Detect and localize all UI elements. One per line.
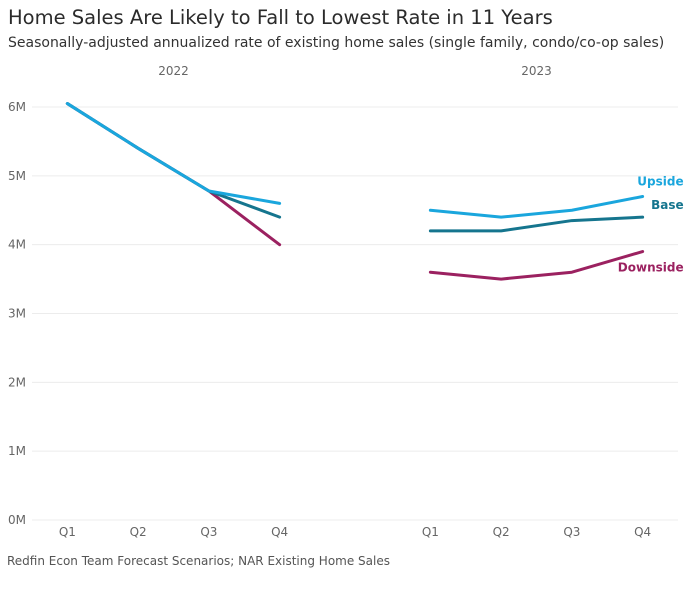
x-tick-label: Q1 [59, 525, 76, 539]
y-tick-label: 5M [8, 169, 26, 183]
source-note: Redfin Econ Team Forecast Scenarios; NAR… [7, 554, 390, 568]
chart-title: Home Sales Are Likely to Fall to Lowest … [8, 6, 553, 29]
series-line-upside [428, 194, 645, 219]
chart-subtitle: Seasonally-adjusted annualized rate of e… [8, 35, 665, 51]
panel-header: 2022 [158, 64, 189, 78]
x-tick-label: Q1 [422, 525, 439, 539]
series-line-base [428, 215, 645, 233]
y-tick-label: 1M [8, 444, 26, 458]
x-tick-label: Q4 [271, 525, 288, 539]
y-tick-label: 2M [8, 375, 26, 389]
series-line-base [65, 102, 282, 219]
series-line-upside [65, 102, 282, 205]
x-tick-label: Q3 [563, 525, 580, 539]
y-tick-label: 3M [8, 307, 26, 321]
series-label-downside: Downside [618, 261, 684, 275]
series-line-downside [428, 250, 645, 281]
x-tick-label: Q3 [200, 525, 217, 539]
panel-header: 2023 [521, 64, 552, 78]
x-tick-label: Q2 [130, 525, 147, 539]
y-tick-label: 0M [8, 513, 26, 527]
x-tick-label: Q2 [493, 525, 510, 539]
series-label-upside: Upside [637, 174, 683, 188]
y-tick-label: 4M [8, 238, 26, 252]
series-label-base: Base [651, 198, 684, 212]
y-tick-label: 6M [8, 100, 26, 114]
x-tick-label: Q4 [634, 525, 651, 539]
